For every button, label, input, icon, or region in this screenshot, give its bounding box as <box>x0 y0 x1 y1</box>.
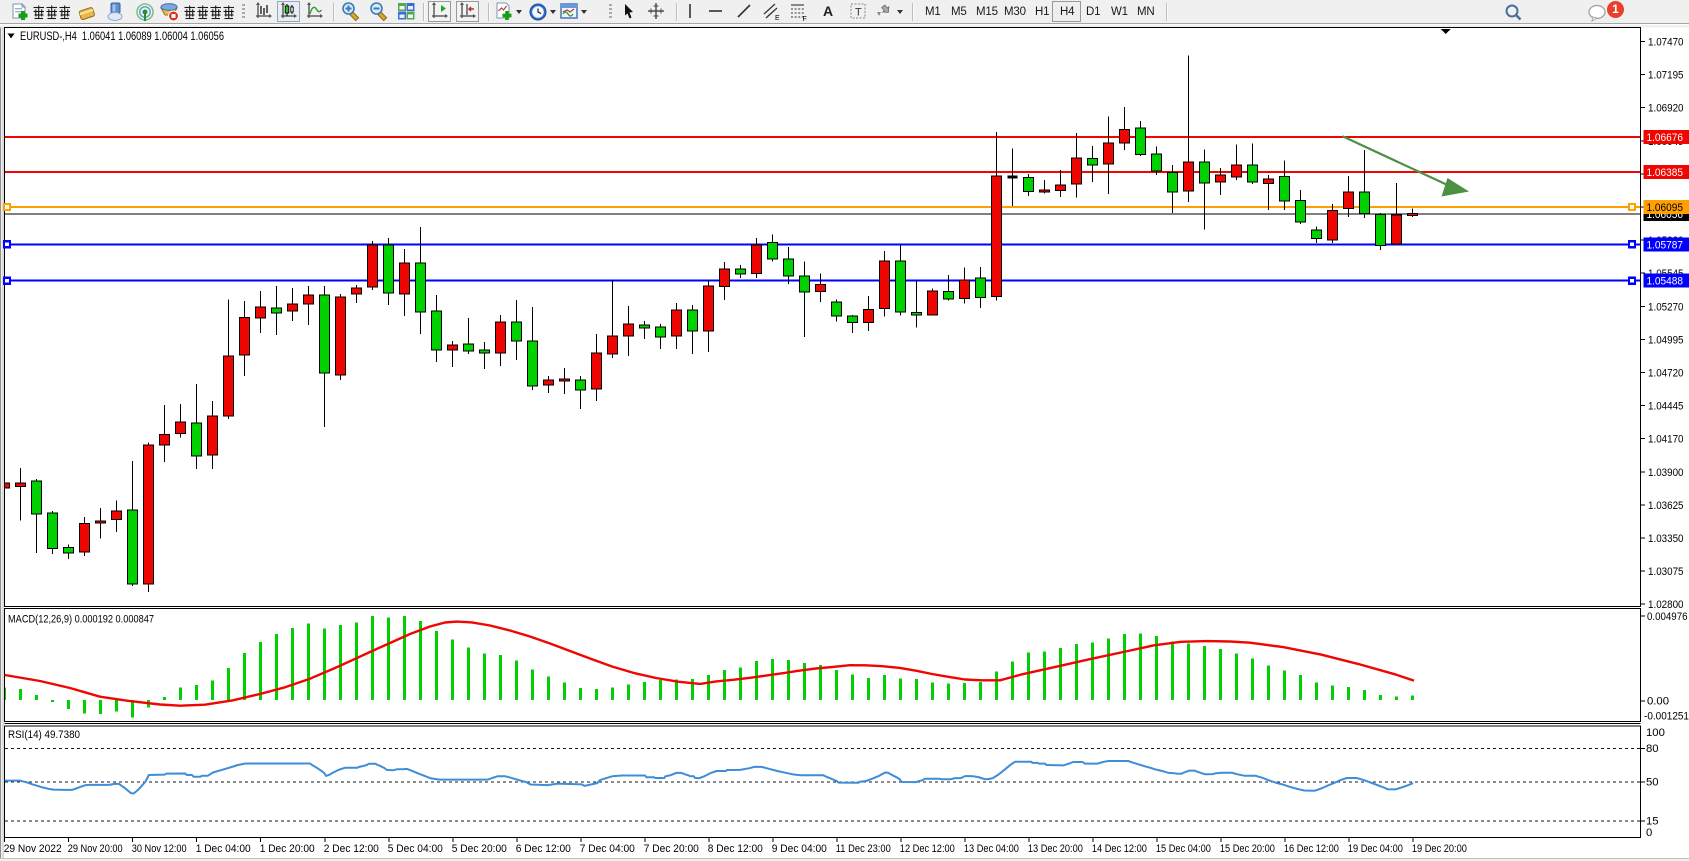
svg-text:12 Dec 12:00: 12 Dec 12:00 <box>900 843 955 855</box>
svg-text:1.07195: 1.07195 <box>1648 70 1684 82</box>
svg-text:-0.001251: -0.001251 <box>1644 711 1689 723</box>
svg-text:1.03625: 1.03625 <box>1648 500 1684 512</box>
svg-text:E: E <box>775 15 780 22</box>
svg-text:1.04995: 1.04995 <box>1648 334 1684 346</box>
svg-text:1.06385: 1.06385 <box>1647 167 1684 179</box>
svg-text:6 Dec 12:00: 6 Dec 12:00 <box>516 843 571 855</box>
svg-text:1.04445: 1.04445 <box>1648 401 1684 413</box>
svg-text:15 Dec 20:00: 15 Dec 20:00 <box>1220 843 1275 855</box>
svg-text:100: 100 <box>1646 727 1665 739</box>
svg-text:5 Dec 04:00: 5 Dec 04:00 <box>388 843 443 855</box>
svg-text:15: 15 <box>1646 816 1659 828</box>
svg-text:1 Dec 04:00: 1 Dec 04:00 <box>196 843 251 855</box>
svg-text:1.05270: 1.05270 <box>1648 301 1684 313</box>
svg-text:1.04170: 1.04170 <box>1648 434 1684 446</box>
svg-text:11 Dec 23:00: 11 Dec 23:00 <box>836 843 891 855</box>
svg-text:1.06920: 1.06920 <box>1648 103 1684 115</box>
svg-text:16 Dec 12:00: 16 Dec 12:00 <box>1284 843 1339 855</box>
svg-text:8 Dec 12:00: 8 Dec 12:00 <box>708 843 763 855</box>
svg-text:5 Dec 20:00: 5 Dec 20:00 <box>452 843 507 855</box>
svg-text:14 Dec 12:00: 14 Dec 12:00 <box>1092 843 1147 855</box>
svg-text:80: 80 <box>1646 743 1659 755</box>
svg-text:1.06676: 1.06676 <box>1647 132 1684 144</box>
svg-text:7 Dec 20:00: 7 Dec 20:00 <box>644 843 699 855</box>
svg-text:0: 0 <box>1646 827 1652 839</box>
svg-text:RSI(14) 49.7380: RSI(14) 49.7380 <box>8 729 80 741</box>
svg-text:1.03350: 1.03350 <box>1648 533 1684 545</box>
svg-text:2 Dec 12:00: 2 Dec 12:00 <box>324 843 379 855</box>
svg-text:13 Dec 04:00: 13 Dec 04:00 <box>964 843 1019 855</box>
svg-text:1.05488: 1.05488 <box>1647 276 1684 288</box>
svg-text:1 Dec 20:00: 1 Dec 20:00 <box>260 843 315 855</box>
svg-text:1.03900: 1.03900 <box>1648 467 1684 479</box>
svg-text:50: 50 <box>1646 777 1659 789</box>
svg-text:29 Nov 20:00: 29 Nov 20:00 <box>68 843 123 855</box>
svg-text:1.02800: 1.02800 <box>1648 599 1684 611</box>
svg-text:19 Dec 04:00: 19 Dec 04:00 <box>1348 843 1403 855</box>
svg-text:15 Dec 04:00: 15 Dec 04:00 <box>1156 843 1211 855</box>
svg-text:EURUSD-,H4 1.06041 1.06089 1.: EURUSD-,H4 1.06041 1.06089 1.06004 1.060… <box>20 31 224 43</box>
svg-text:MACD(12,26,9) 0.000192 0.00084: MACD(12,26,9) 0.000192 0.000847 <box>8 614 154 626</box>
svg-text:F: F <box>803 16 807 22</box>
svg-text:29 Nov 2022: 29 Nov 2022 <box>4 843 62 855</box>
svg-text:1.04720: 1.04720 <box>1648 368 1684 380</box>
svg-text:T: T <box>855 7 862 19</box>
svg-text:1.05787: 1.05787 <box>1647 239 1684 251</box>
svg-text:13 Dec 20:00: 13 Dec 20:00 <box>1028 843 1083 855</box>
svg-text:1.03075: 1.03075 <box>1648 566 1684 578</box>
svg-text:0.00: 0.00 <box>1647 696 1669 708</box>
svg-text:19 Dec 20:00: 19 Dec 20:00 <box>1412 843 1467 855</box>
svg-text:7 Dec 04:00: 7 Dec 04:00 <box>580 843 635 855</box>
svg-text:1.07470: 1.07470 <box>1648 37 1684 49</box>
svg-text:9 Dec 04:00: 9 Dec 04:00 <box>772 843 827 855</box>
svg-text:0.004976: 0.004976 <box>1647 611 1688 623</box>
svg-text:1.06095: 1.06095 <box>1647 202 1684 214</box>
svg-text:30 Nov 12:00: 30 Nov 12:00 <box>132 843 187 855</box>
